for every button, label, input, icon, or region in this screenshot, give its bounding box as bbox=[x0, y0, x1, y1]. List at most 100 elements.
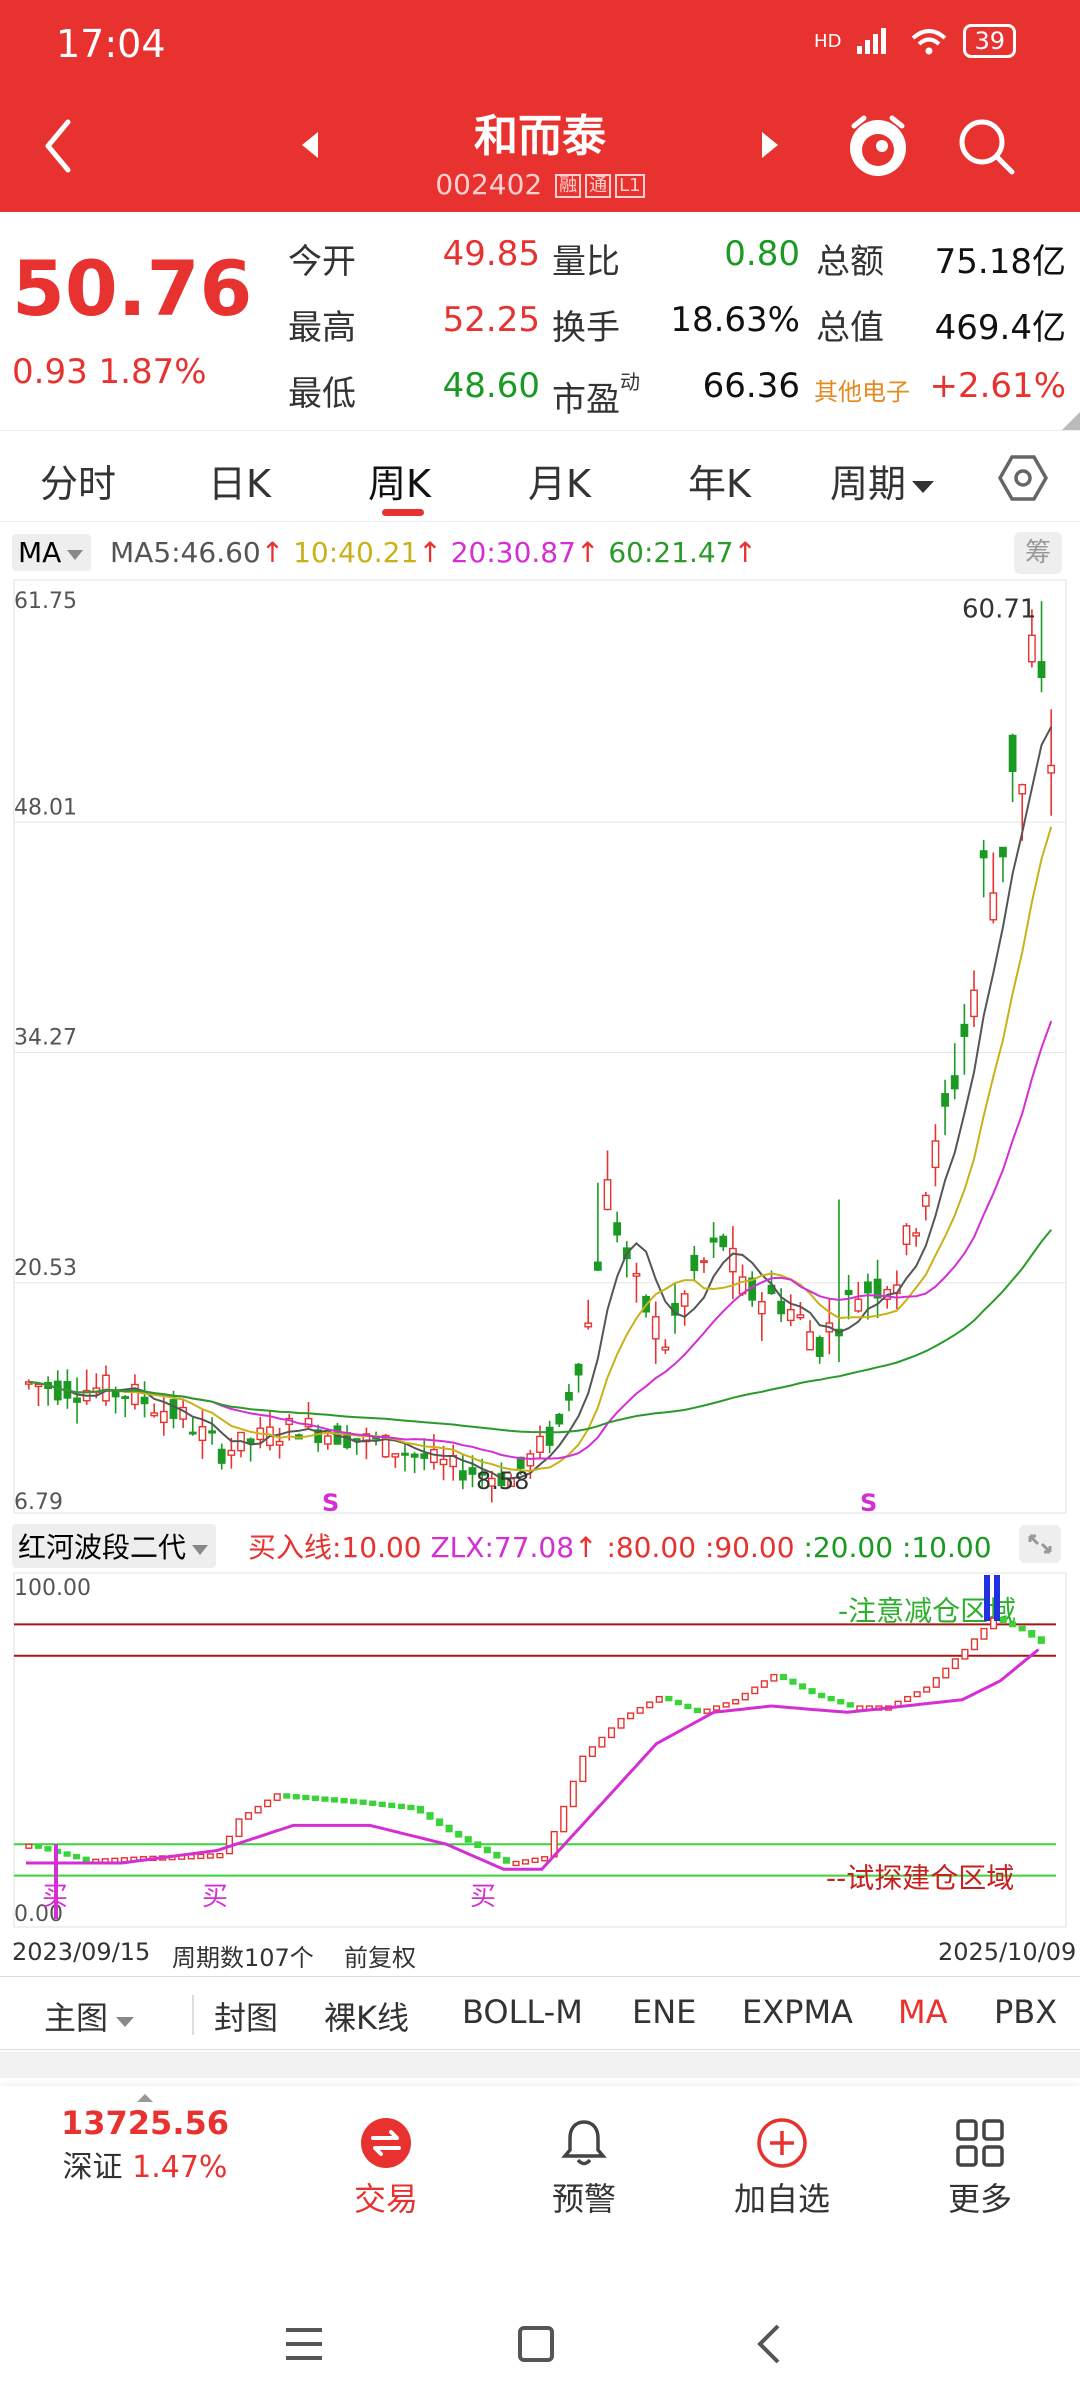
tab-daily[interactable]: 日K bbox=[208, 462, 271, 506]
indicator-bar bbox=[44, 1846, 52, 1852]
start-date: 2023/09/15 bbox=[12, 1938, 151, 1966]
indicator-bar bbox=[732, 1699, 740, 1705]
indicator-bar bbox=[426, 1812, 434, 1820]
tab-monthly[interactable]: 月K bbox=[528, 462, 591, 506]
nav-add-watchlist[interactable]: 加自选 bbox=[702, 2116, 862, 2220]
tab-weekly[interactable]: 周K bbox=[368, 462, 431, 506]
candle-body bbox=[439, 1458, 448, 1466]
home-icon[interactable] bbox=[514, 2322, 558, 2366]
s-marker: S bbox=[860, 1489, 877, 1517]
separator bbox=[0, 2052, 1080, 2078]
buy-label: 买 bbox=[42, 1882, 68, 1912]
indicator-bar: 红河波段二代 买入线:10.00 ZLX:77.08↑ :80.00 :90.0… bbox=[0, 1520, 1080, 1568]
indicator-bar bbox=[598, 1736, 606, 1748]
tab-intraday[interactable]: 分时 bbox=[40, 462, 117, 506]
candle-body bbox=[1047, 764, 1056, 774]
ma-bar: MA MA5:46.60↑ 10:40.21↑ 20:30.87↑ 60:21.… bbox=[0, 528, 1080, 578]
indicator-bar bbox=[579, 1755, 587, 1783]
candlestick-chart[interactable]: 61.75 48.01 34.27 20.53 6.79 60.71 8.58 S S bbox=[0, 578, 1080, 1518]
indicator-bar bbox=[493, 1851, 501, 1859]
expand-icon[interactable] bbox=[1018, 1524, 1062, 1564]
indicator-bar bbox=[531, 1857, 539, 1864]
indicator-bar bbox=[25, 1843, 33, 1849]
prev-stock-icon[interactable] bbox=[298, 130, 322, 160]
indicator-bar bbox=[913, 1691, 921, 1698]
toolbar-fengtu[interactable]: 封图 bbox=[214, 1999, 279, 2037]
main-chart-selector[interactable]: 主图 bbox=[44, 1993, 136, 2039]
chip-distribution-button[interactable]: 筹 bbox=[1014, 532, 1062, 574]
sector-name[interactable]: 其他电子 bbox=[814, 378, 910, 406]
back-icon[interactable] bbox=[38, 116, 78, 176]
tab-period[interactable]: 周期 bbox=[830, 453, 936, 508]
ma-selector[interactable]: MA bbox=[12, 534, 92, 571]
toolbar-pbx[interactable]: PBX bbox=[994, 1993, 1058, 2031]
value-high: 52.25 bbox=[442, 300, 540, 340]
y-tick-label: 20.53 bbox=[14, 1256, 77, 1281]
indicator-bar bbox=[63, 1851, 71, 1857]
period-count: 周期数107个 bbox=[172, 1944, 314, 1972]
indicator-bar bbox=[445, 1824, 453, 1833]
indicator-bar bbox=[617, 1717, 625, 1729]
tab-yearly[interactable]: 年K bbox=[688, 462, 751, 506]
indicator-bar bbox=[999, 1617, 1007, 1624]
mascot-icon[interactable] bbox=[846, 112, 910, 180]
indicator-bar bbox=[416, 1805, 425, 1814]
label-pe: 市盈动 bbox=[552, 366, 640, 421]
toolbar-expma[interactable]: EXPMA bbox=[742, 1993, 853, 2031]
candle-body bbox=[902, 1225, 911, 1246]
candle-body bbox=[150, 1412, 159, 1417]
candle-body bbox=[806, 1331, 814, 1351]
candle-body bbox=[651, 1316, 660, 1340]
indicator-bar bbox=[636, 1706, 644, 1714]
next-stock-icon[interactable] bbox=[758, 130, 782, 160]
indicator-bar bbox=[483, 1846, 491, 1854]
label-turnover-amount: 总额 bbox=[816, 242, 884, 282]
header: 17:04 HD 39 和而泰 002402 融通 L1 bbox=[0, 0, 1080, 212]
candle-body bbox=[796, 1314, 805, 1319]
candle-body bbox=[468, 1467, 477, 1475]
search-icon[interactable] bbox=[956, 116, 1018, 178]
toolbar-naked-k[interactable]: 裸K线 bbox=[324, 1999, 409, 2037]
nav-more[interactable]: 更多 bbox=[900, 2116, 1060, 2220]
menu-icon[interactable] bbox=[282, 2324, 326, 2364]
nav-trade[interactable]: 交易 bbox=[306, 2116, 466, 2220]
system-nav bbox=[0, 2300, 1080, 2400]
nav-alert[interactable]: 预警 bbox=[504, 2116, 664, 2220]
y-tick-label: 6.79 bbox=[14, 1490, 63, 1515]
indicator-bar bbox=[970, 1638, 979, 1651]
indicator-bar bbox=[244, 1812, 253, 1820]
candle-body bbox=[777, 1300, 786, 1315]
indicator-bar bbox=[82, 1856, 90, 1862]
candle-body bbox=[275, 1440, 284, 1446]
candle-body bbox=[102, 1374, 110, 1402]
candle-body bbox=[227, 1449, 236, 1456]
indicator-chart[interactable]: 100.000.00-注意减仓区域--试探建仓区域买买买 bbox=[0, 1565, 1080, 1935]
indicator-bar bbox=[693, 1707, 702, 1714]
indicator-bar bbox=[798, 1683, 807, 1690]
candle-body bbox=[1008, 734, 1017, 773]
candle-body bbox=[844, 1289, 853, 1296]
candle-body bbox=[73, 1397, 81, 1403]
candle-body bbox=[401, 1452, 409, 1456]
candle-body bbox=[314, 1429, 323, 1444]
toolbar-ene[interactable]: ENE bbox=[632, 1993, 697, 2031]
indicator-selector[interactable]: 红河波段二代 bbox=[12, 1524, 217, 1568]
candle-body bbox=[941, 1093, 949, 1107]
indicator-bar bbox=[961, 1648, 969, 1660]
index-ticker[interactable]: 13725.56 深证 1.47% bbox=[40, 2092, 250, 2186]
indicator-bar bbox=[292, 1794, 300, 1800]
chevron-down-icon bbox=[67, 550, 84, 560]
indicator-bar bbox=[369, 1800, 377, 1806]
toolbar-boll-m[interactable]: BOLL-M bbox=[462, 1993, 583, 2031]
tag-rong: 融 bbox=[555, 174, 582, 198]
candle-body bbox=[536, 1435, 544, 1453]
sector-change: +2.61% bbox=[929, 366, 1067, 406]
back-nav-icon[interactable] bbox=[752, 2322, 788, 2366]
settings-hexagon-icon[interactable] bbox=[998, 453, 1048, 503]
low-price-label: 8.58 bbox=[476, 1467, 529, 1495]
indicator-bar bbox=[235, 1818, 243, 1838]
indicator-bar bbox=[206, 1853, 214, 1859]
indicator-bar bbox=[464, 1836, 472, 1843]
toolbar-ma[interactable]: MA bbox=[898, 1993, 948, 2031]
candle-body bbox=[603, 1179, 612, 1211]
